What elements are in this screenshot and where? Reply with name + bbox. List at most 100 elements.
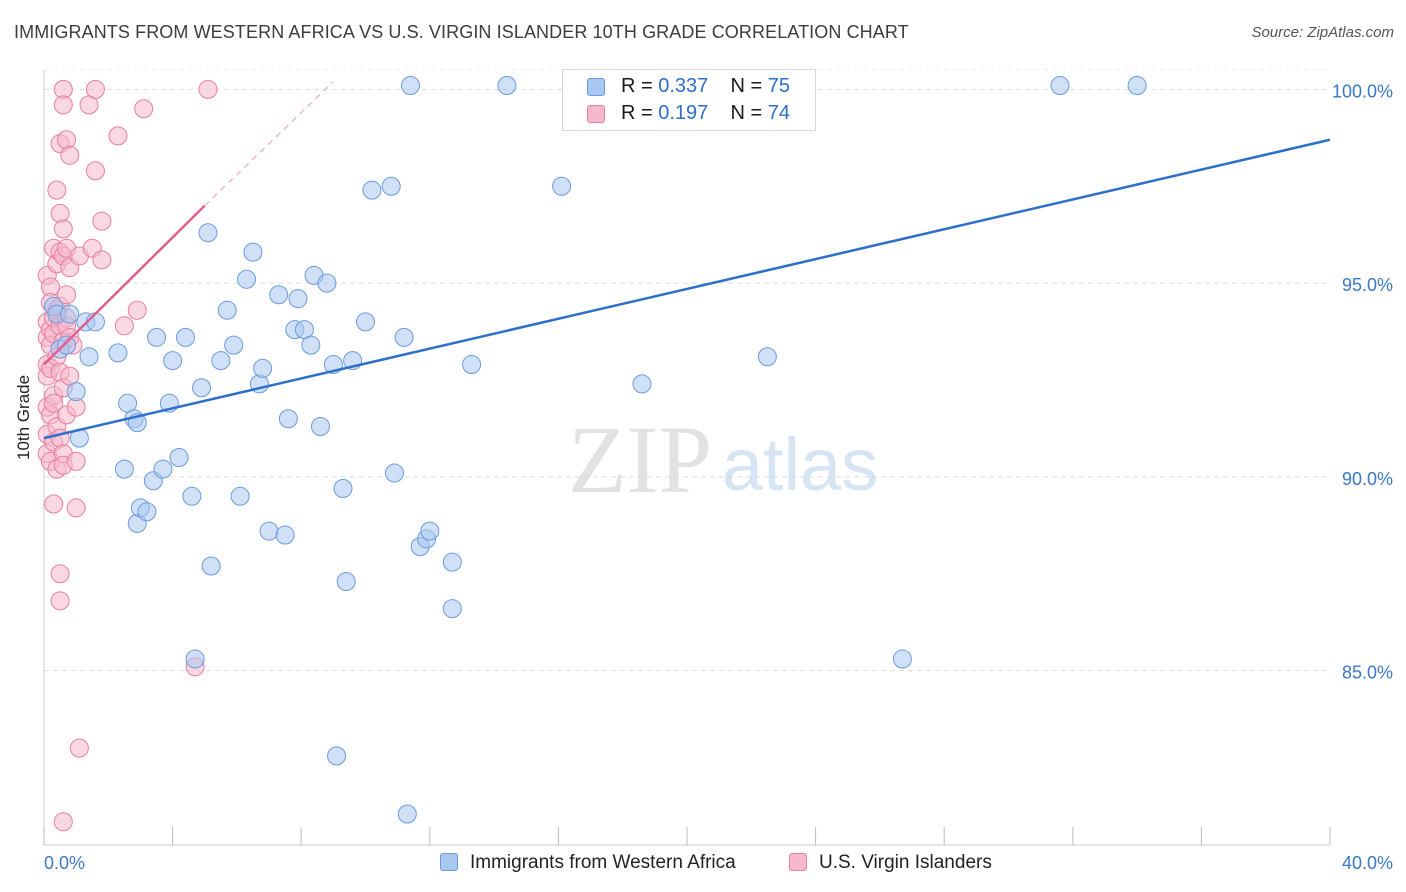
legend-r-label: R = xyxy=(621,75,653,97)
blue-point xyxy=(317,273,337,293)
blue-point xyxy=(1127,76,1147,95)
blue-point xyxy=(108,343,128,363)
pink-point xyxy=(60,145,80,165)
pink-trend-extension xyxy=(204,81,334,207)
blue-point xyxy=(85,312,105,332)
blue-point xyxy=(259,521,279,541)
blue-point xyxy=(182,486,202,506)
trend-lines xyxy=(43,81,1331,440)
y-tick-label: 85.0% xyxy=(1342,663,1393,683)
blue-point xyxy=(497,76,517,95)
blue-point xyxy=(57,335,77,355)
pink-point xyxy=(47,180,67,200)
pink-series-points xyxy=(37,79,218,832)
pink-point xyxy=(53,219,73,239)
blue-point xyxy=(211,351,231,371)
pink-point xyxy=(66,498,86,518)
pink-trend-line xyxy=(43,204,206,366)
chart-title: IMMIGRANTS FROM WESTERN AFRICA VS U.S. V… xyxy=(14,22,909,42)
blue-point xyxy=(333,479,353,498)
pink-point xyxy=(198,79,218,99)
blue-point xyxy=(442,599,462,619)
pink-point xyxy=(53,95,73,115)
pink-point xyxy=(69,738,89,758)
blue-point xyxy=(1050,76,1070,95)
pink-point xyxy=(57,285,77,305)
blue-point xyxy=(230,486,250,506)
y-axis-label: 10th Grade xyxy=(14,374,33,460)
blue-point xyxy=(253,358,273,378)
watermark: ZIP atlas xyxy=(568,406,878,513)
blue-point xyxy=(79,347,99,367)
bottom-swatch-blue xyxy=(440,853,458,871)
correlation-legend: R = 0.337 N = 75 R = 0.197 N = 74 xyxy=(562,69,816,131)
legend-n-label: N = xyxy=(730,102,763,124)
pink-point xyxy=(53,812,73,832)
blue-point xyxy=(401,76,421,95)
blue-point xyxy=(169,448,189,467)
pink-point xyxy=(50,564,70,584)
blue-point xyxy=(217,300,237,320)
blue-point xyxy=(552,176,572,196)
blue-point xyxy=(757,347,777,367)
blue-point xyxy=(114,459,134,479)
axes xyxy=(43,70,1331,846)
pink-point xyxy=(85,79,105,99)
blue-point xyxy=(60,304,80,324)
blue-point xyxy=(185,649,205,669)
pink-point xyxy=(85,161,105,181)
bottom-legend-label-blue: Immigrants from Western Africa xyxy=(470,852,736,873)
blue-point xyxy=(892,649,912,669)
blue-point xyxy=(243,242,263,262)
legend-n-value: 74 xyxy=(767,102,791,124)
legend-swatch-blue xyxy=(587,78,605,96)
blue-point xyxy=(420,521,440,541)
blue-point xyxy=(301,335,321,355)
blue-point xyxy=(137,502,157,522)
blue-point xyxy=(362,180,382,200)
legend-r-value: 0.197 xyxy=(658,102,709,124)
blue-point xyxy=(192,378,212,398)
pink-point xyxy=(134,99,154,119)
legend-r-label: R = xyxy=(621,102,653,124)
grid-lines xyxy=(44,69,1330,672)
blue-point xyxy=(278,409,298,429)
y-tick-label: 100.0% xyxy=(1332,81,1393,101)
watermark-zip: ZIP xyxy=(568,406,712,513)
x-tick-label-max: 40.0% xyxy=(1342,853,1393,873)
pink-point xyxy=(108,126,128,146)
pink-point xyxy=(92,250,112,270)
blue-point xyxy=(462,355,482,374)
legend-n-value: 75 xyxy=(767,75,791,97)
blue-point xyxy=(237,269,257,289)
pink-point xyxy=(114,316,134,336)
x-tick-label-min: 0.0% xyxy=(44,853,85,873)
blue-point xyxy=(397,804,417,824)
blue-point xyxy=(198,223,218,243)
pink-point xyxy=(66,451,86,471)
blue-point xyxy=(153,459,173,479)
blue-point xyxy=(632,374,652,394)
blue-point xyxy=(356,312,375,332)
blue-point xyxy=(327,746,347,766)
pink-point xyxy=(44,393,64,413)
legend-n-label: N = xyxy=(730,75,763,97)
pink-point xyxy=(50,203,70,223)
pink-point xyxy=(50,591,70,611)
legend-r-value: 0.337 xyxy=(658,75,709,97)
source-label: Source: ZipAtlas.com xyxy=(1251,24,1394,41)
blue-point xyxy=(310,417,330,436)
blue-point xyxy=(381,176,401,196)
bottom-legend-label-pink: U.S. Virgin Islanders xyxy=(819,852,992,873)
blue-point xyxy=(269,285,289,305)
y-tick-label: 95.0% xyxy=(1342,275,1393,295)
blue-point xyxy=(394,327,414,347)
bottom-legend-pink: U.S. Virgin Islanders xyxy=(789,852,992,874)
blue-point xyxy=(224,335,244,355)
blue-trend-line xyxy=(43,138,1331,440)
blue-point xyxy=(275,525,295,545)
blue-point xyxy=(147,327,167,347)
legend-swatch-pink xyxy=(587,105,605,123)
blue-point xyxy=(288,289,308,309)
